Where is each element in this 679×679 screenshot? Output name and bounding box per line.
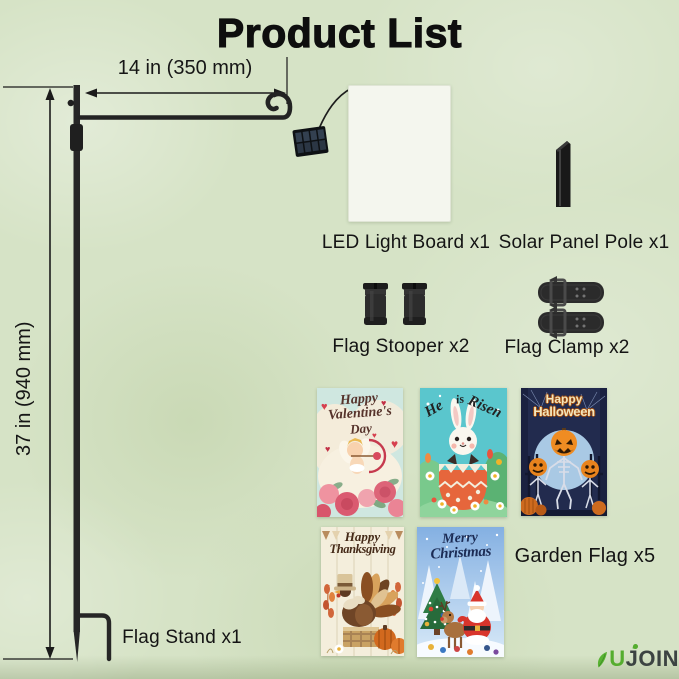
garden-flag-thanksgiving: Happy Thanksgiving xyxy=(321,527,404,656)
garden-flag-valentine: ♥ ♥ ♥ ♥ ♥ Happy xyxy=(317,388,403,517)
led-board-label: LED Light Board x1 xyxy=(321,232,491,253)
garden-flag-christmas: Merry Christmas xyxy=(417,527,504,657)
flag-art-easter xyxy=(420,388,507,517)
flag-art-valentine: ♥ ♥ ♥ ♥ ♥ xyxy=(317,388,403,517)
page-title: Product List xyxy=(216,9,463,56)
svg-text:♥: ♥ xyxy=(391,437,398,451)
garden-flag-halloween: Happy Halloween xyxy=(521,388,607,516)
garden-flag-label: Garden Flag x5 xyxy=(514,545,656,567)
solar-panel-icon xyxy=(292,126,329,157)
flag-stooper-pair xyxy=(363,283,427,325)
pole-knob xyxy=(67,99,75,107)
brand-logo: U JOIN xyxy=(596,643,679,675)
svg-text:♥: ♥ xyxy=(325,444,330,454)
flag-stand-stake-point xyxy=(73,630,80,662)
flag-art-christmas xyxy=(417,527,504,657)
solar-panel-pole xyxy=(556,141,571,207)
flag-caption-thanksgiving: Happy Thanksgiving xyxy=(329,529,396,557)
flag-caption-valentine: Happy Valentine's Day xyxy=(327,390,393,437)
stooper-label: Flag Stooper x2 xyxy=(332,336,470,357)
flag-caption-christmas: Merry Christmas xyxy=(430,530,492,563)
santa xyxy=(457,585,491,645)
garden-flag-easter: He is Risen xyxy=(420,388,507,517)
solar-panel-wire xyxy=(317,87,353,132)
svg-text:♥: ♥ xyxy=(381,398,386,408)
hanger-arm-hook xyxy=(77,91,293,120)
svg-text:♥: ♥ xyxy=(321,401,328,413)
reindeer xyxy=(439,600,466,649)
solar-pole-label: Solar Panel Pole x1 xyxy=(498,232,670,253)
logo-text-u: U xyxy=(609,646,626,671)
led-light-board xyxy=(348,85,451,222)
clamp-label: Flag Clamp x2 xyxy=(504,337,630,358)
height-dimension-label: 37 in (940 mm) xyxy=(13,321,35,457)
leaf-icon xyxy=(597,651,608,667)
daisies xyxy=(425,471,504,514)
flag-stand-label: Flag Stand x1 xyxy=(122,627,242,648)
flag-art-thanksgiving xyxy=(321,527,404,656)
logo-text-join: JOIN xyxy=(625,646,679,671)
arrowhead-left-icon xyxy=(85,88,97,98)
flag-stand-pole xyxy=(73,85,80,632)
width-dimension-label: 14 in (350 mm) xyxy=(117,57,253,79)
flag-clamp-pair xyxy=(538,276,604,339)
turkey-tail xyxy=(361,572,401,618)
ground-step-fork xyxy=(77,613,112,662)
svg-text:♥: ♥ xyxy=(372,431,377,440)
arrowhead-down-icon xyxy=(45,647,55,659)
pole-collar xyxy=(70,124,83,151)
flag-caption-halloween: Happy Halloween xyxy=(533,392,595,420)
arrowhead-up-icon xyxy=(45,88,55,100)
flag-art-halloween xyxy=(521,388,607,516)
